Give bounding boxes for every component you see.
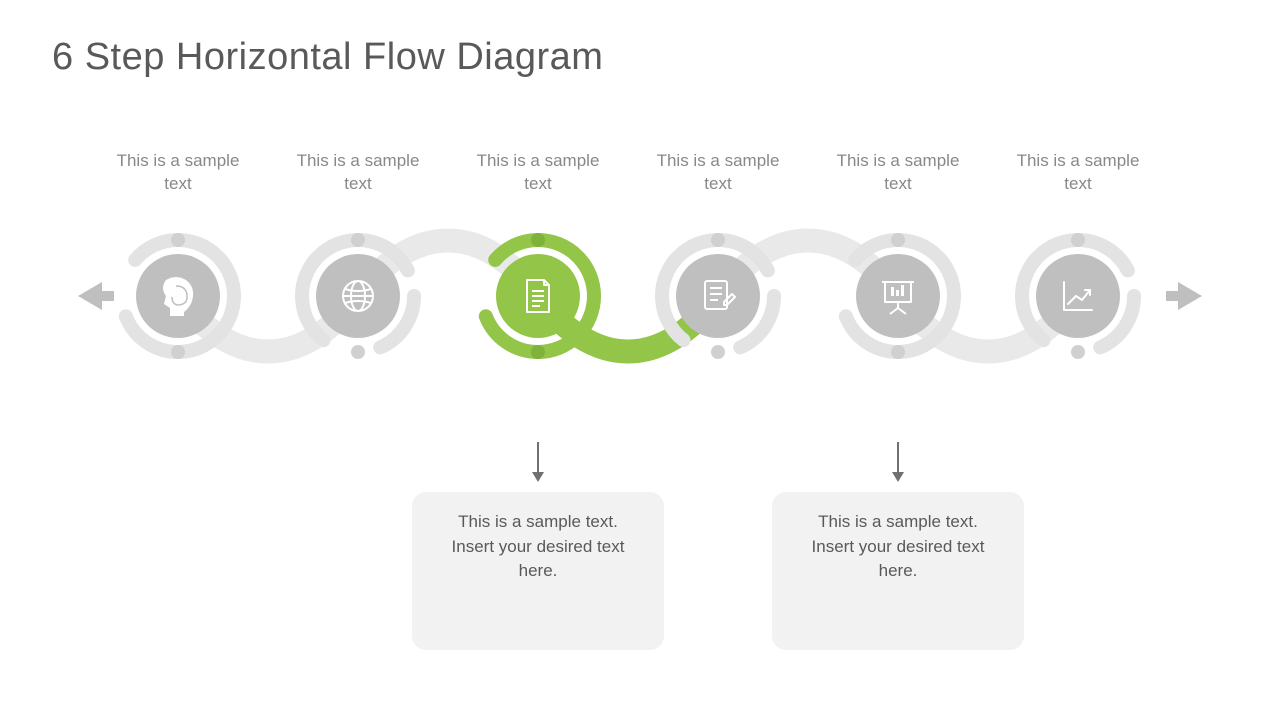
callout-box-3: This is a sample text. Insert your desir… (412, 492, 664, 650)
flow-diagram: This is a sample text This is a sample t… (0, 150, 1280, 430)
down-arrow-icon (890, 440, 906, 486)
callout-box-5: This is a sample text. Insert your desir… (772, 492, 1024, 650)
callout-text-3: This is a sample text. Insert your desir… (436, 510, 640, 584)
prev-arrow-icon[interactable] (78, 282, 114, 310)
step-node-2 (302, 233, 414, 359)
callouts-area: This is a sample text. Insert your desir… (0, 440, 1280, 700)
page-title: 6 Step Horizontal Flow Diagram (52, 36, 603, 79)
step-node-3 (482, 233, 594, 359)
flow-svg (0, 150, 1280, 430)
next-arrow-icon[interactable] (1166, 282, 1202, 310)
step-node-1 (122, 233, 234, 359)
down-arrow-icon (530, 440, 546, 486)
step-node-6 (1022, 233, 1134, 359)
slide-root: 6 Step Horizontal Flow Diagram This is a… (0, 0, 1280, 720)
step-node-4 (662, 233, 774, 359)
step-node-5 (842, 233, 954, 359)
callout-text-5: This is a sample text. Insert your desir… (796, 510, 1000, 584)
